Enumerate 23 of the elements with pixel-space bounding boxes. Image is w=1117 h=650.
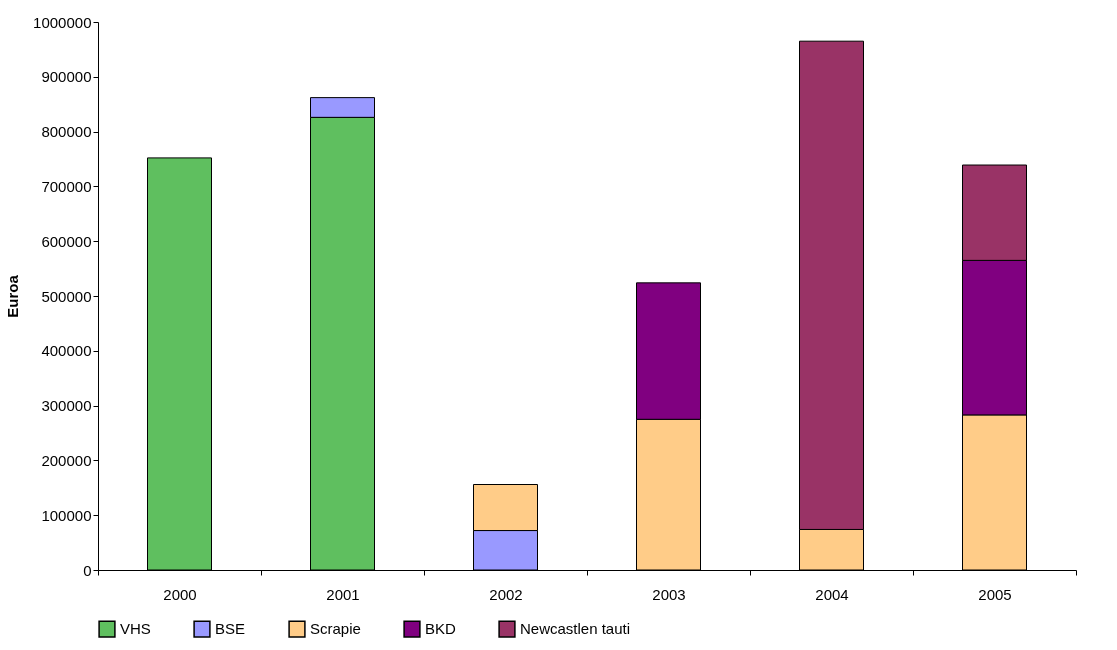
- x-tick-label: 2002: [489, 585, 523, 603]
- x-tick-label: 2003: [652, 585, 686, 603]
- x-tick-label: 2001: [326, 585, 360, 603]
- y-tick-label: 500000: [41, 287, 92, 305]
- legend-label: Scrapie: [310, 620, 361, 638]
- y-tick-label: 200000: [41, 451, 92, 469]
- y-tick-label: 1000000: [33, 13, 92, 31]
- y-tick-label: 100000: [41, 506, 92, 524]
- legend-label: VHS: [120, 620, 151, 638]
- y-tick-label: 900000: [41, 68, 92, 86]
- legend-label: BKD: [425, 620, 457, 638]
- y-tick-label: 700000: [41, 177, 92, 195]
- legend-label: BSE: [215, 620, 246, 638]
- y-axis-title: Euroa: [4, 274, 22, 318]
- y-tick-label: 600000: [41, 232, 92, 250]
- x-tick-label: 2000: [163, 585, 197, 603]
- y-tick-label: 800000: [41, 123, 92, 141]
- x-tick-label: 2004: [815, 585, 849, 603]
- legend-label: Newcastlen tauti: [520, 620, 631, 638]
- y-tick-label: 0: [83, 561, 92, 579]
- x-tick-label: 2005: [978, 585, 1012, 603]
- y-tick-label: 300000: [41, 397, 92, 415]
- y-tick-label: 400000: [41, 342, 92, 360]
